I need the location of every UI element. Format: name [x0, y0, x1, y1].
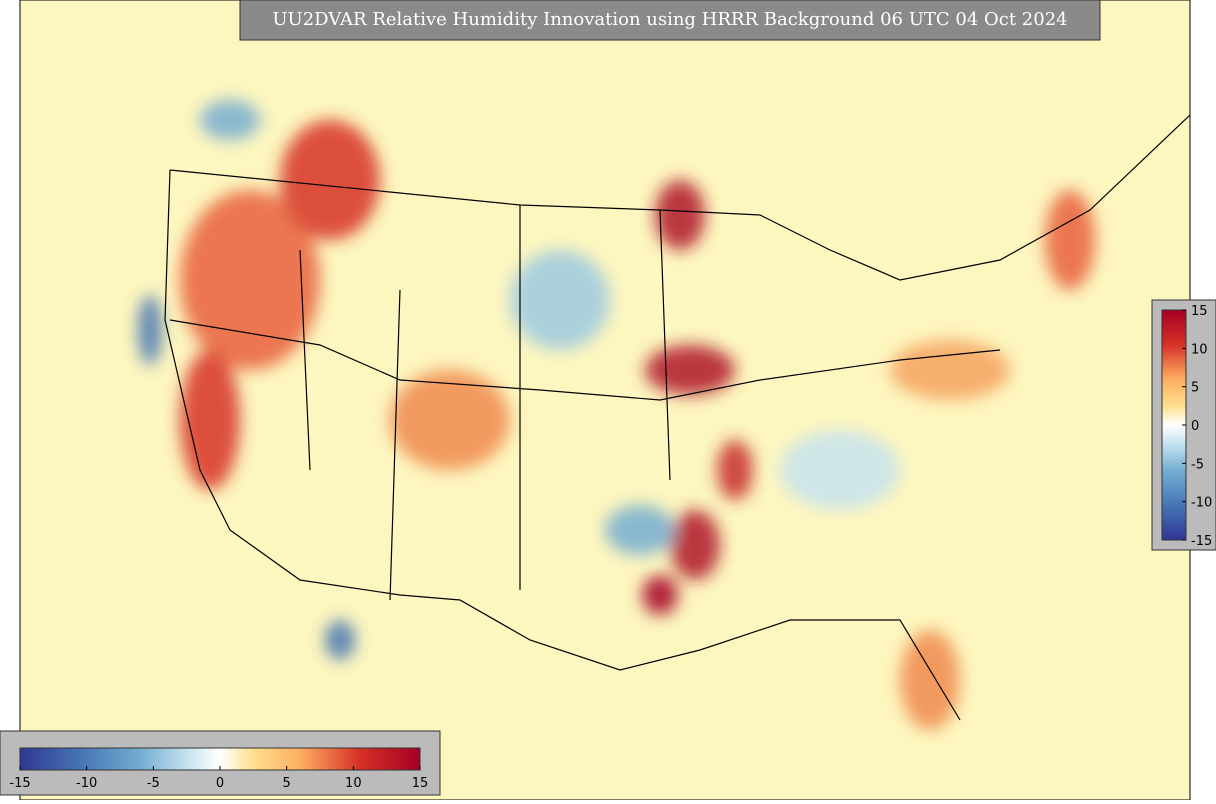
tick-label: 10 — [1191, 342, 1208, 357]
tick-label: 0 — [216, 776, 224, 791]
tick-label: -5 — [1191, 457, 1204, 472]
tick-label: -15 — [9, 776, 30, 791]
tick-label: -10 — [76, 776, 97, 791]
tick-label: 5 — [283, 776, 291, 791]
tick-label: -15 — [1191, 534, 1212, 549]
title-box — [239, 0, 1101, 41]
tick-label: -10 — [1191, 496, 1212, 511]
map-title: UU2DVAR Relative Humidity Innovation usi… — [272, 9, 1067, 30]
field — [138, 100, 1095, 730]
boundaries — [164, 114, 1191, 721]
tick-label: 10 — [345, 776, 362, 791]
tick-label: -5 — [147, 776, 160, 791]
tick-label: 5 — [1191, 381, 1199, 396]
tick-label: 15 — [412, 776, 429, 791]
tick-label: 0 — [1191, 419, 1199, 434]
tick-label: 15 — [1191, 304, 1208, 319]
